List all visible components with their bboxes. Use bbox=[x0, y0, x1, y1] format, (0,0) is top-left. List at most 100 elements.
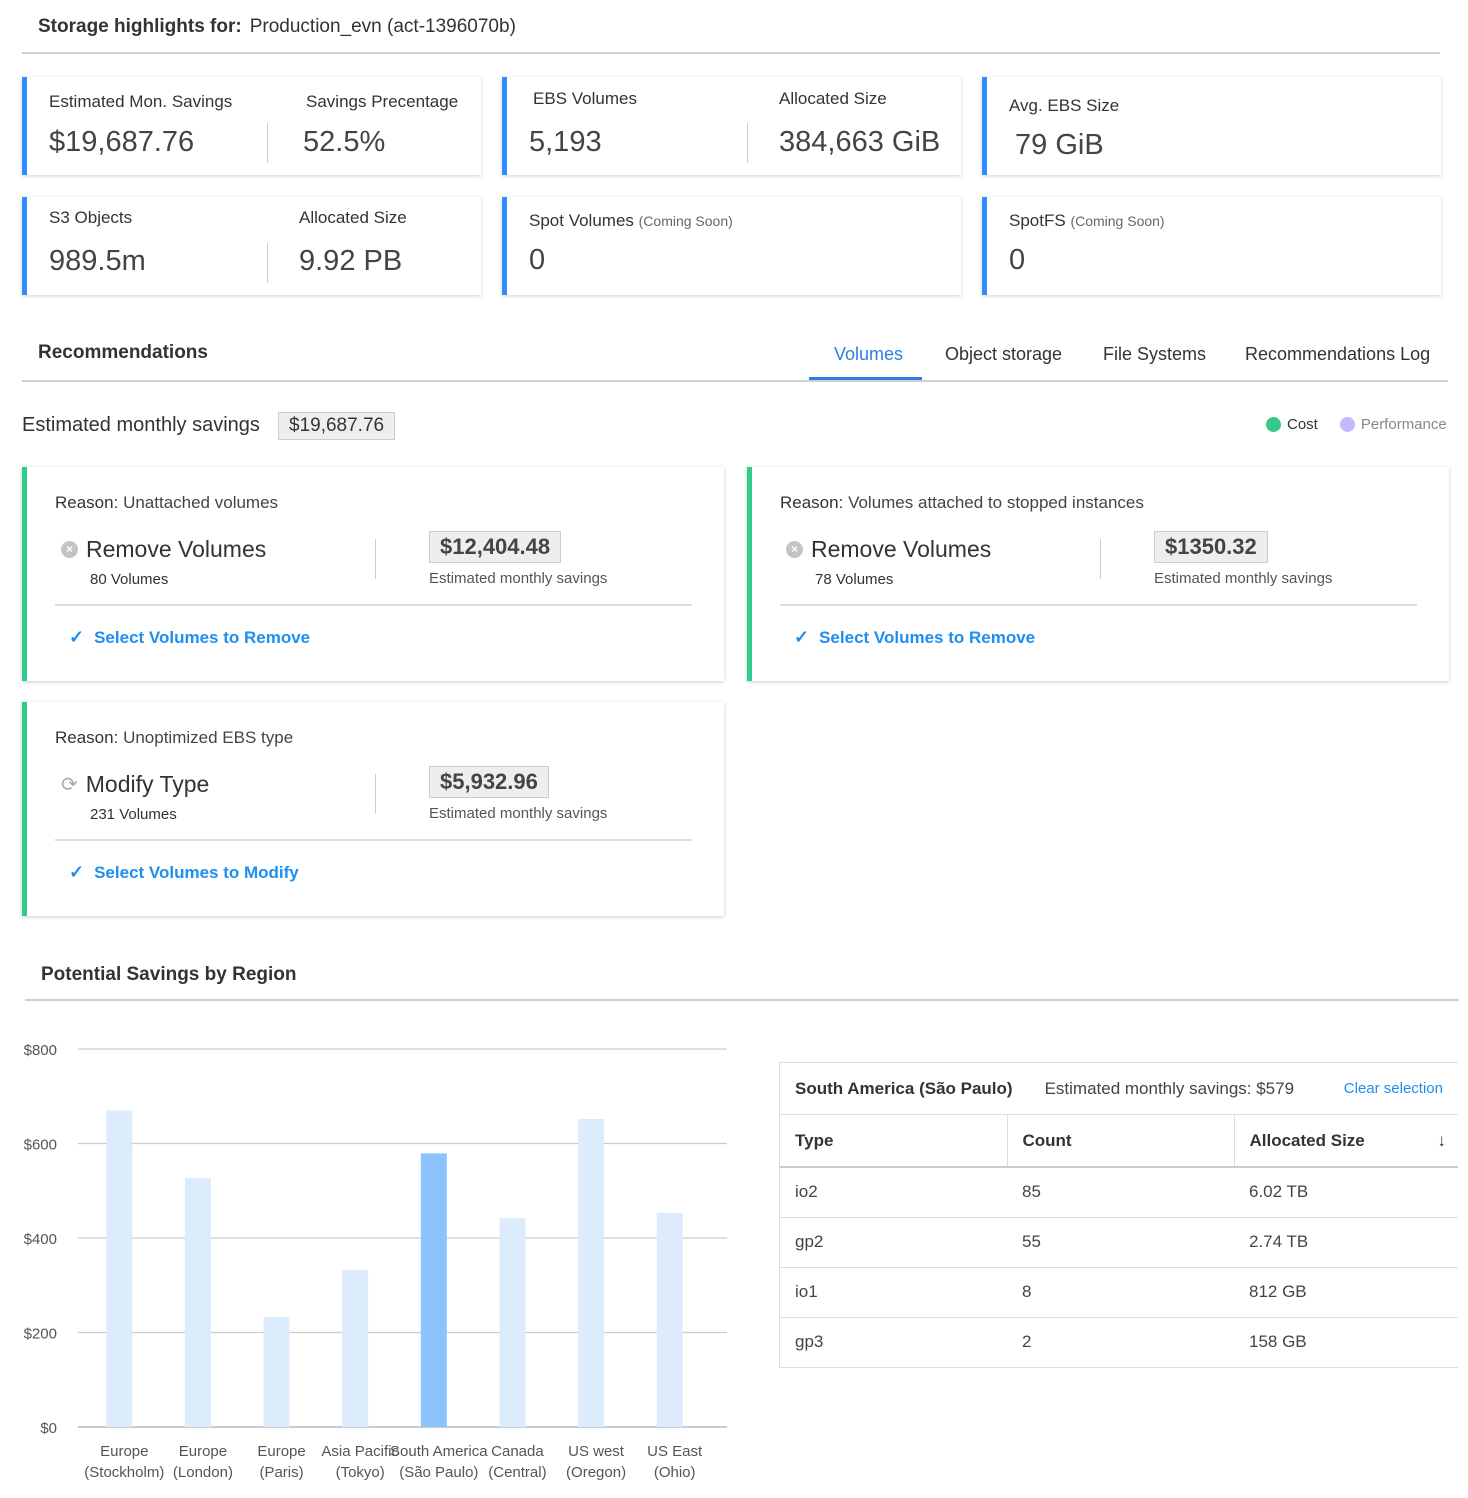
divider bbox=[780, 604, 1417, 606]
bar[interactable] bbox=[263, 1316, 290, 1427]
label: Allocated Size bbox=[779, 89, 887, 108]
divider bbox=[22, 52, 1440, 54]
select-volumes-link[interactable]: ✓ Select Volumes to Modify bbox=[69, 862, 299, 883]
savings-label: Estimated monthly savings bbox=[1154, 570, 1333, 587]
bar[interactable] bbox=[106, 1110, 133, 1427]
divider bbox=[22, 380, 1448, 382]
label: Estimated Mon. Savings bbox=[49, 92, 233, 111]
value: 5,193 bbox=[529, 126, 602, 158]
table-cell: 6.02 TB bbox=[1234, 1167, 1458, 1218]
header-label: Storage highlights for: bbox=[38, 16, 242, 37]
savings-card: Estimated Mon. Savings $19,687.76 Saving… bbox=[22, 77, 481, 175]
x-tick-label: Europe bbox=[257, 1443, 305, 1460]
x-tick-label: (London) bbox=[173, 1464, 233, 1481]
select-volumes-link[interactable]: ✓ Select Volumes to Remove bbox=[69, 627, 310, 648]
col-type[interactable]: Type bbox=[780, 1115, 1008, 1168]
divider bbox=[747, 123, 748, 163]
divider bbox=[55, 839, 692, 841]
table-cell: 812 GB bbox=[1234, 1267, 1458, 1318]
table-cell: 55 bbox=[1007, 1217, 1234, 1268]
est-savings-label: Estimated monthly savings bbox=[22, 414, 260, 436]
avg-ebs-card: Avg. EBS Size 79 GiB bbox=[982, 77, 1441, 175]
bar[interactable] bbox=[420, 1153, 447, 1427]
table-row[interactable]: io2 85 6.02 TB bbox=[780, 1167, 1458, 1218]
label: Savings Precentage bbox=[306, 92, 459, 111]
bar[interactable] bbox=[656, 1212, 683, 1427]
divider bbox=[55, 604, 692, 606]
label: SpotFS (Coming Soon) bbox=[1009, 211, 1165, 231]
value: 989.5m bbox=[49, 245, 146, 277]
recommendation-card: Reason: Unattached volumes × Remove Volum… bbox=[22, 467, 724, 681]
ebs-card: EBS Volumes 5,193 Allocated Size 384,663… bbox=[502, 77, 961, 175]
clear-selection-link[interactable]: Clear selection bbox=[1343, 1080, 1443, 1097]
link-label[interactable]: Select Volumes to Remove bbox=[94, 627, 311, 647]
x-tick-label: South America bbox=[390, 1443, 488, 1460]
close-circle-icon: × bbox=[61, 541, 78, 558]
coming-soon-note: (Coming Soon) bbox=[638, 213, 733, 229]
region-title: Potential Savings by Region bbox=[41, 964, 297, 985]
divider bbox=[267, 243, 268, 283]
legend-performance[interactable]: Performance bbox=[1360, 416, 1447, 433]
spotfs-card: SpotFS (Coming Soon) 0 bbox=[982, 197, 1441, 295]
bar[interactable] bbox=[184, 1177, 211, 1427]
action: ⟳ Modify Type bbox=[61, 771, 209, 798]
reason-text: Unoptimized EBS type bbox=[123, 728, 294, 747]
tab-object-storage[interactable]: Object storage bbox=[945, 344, 1063, 364]
table-cell: io2 bbox=[780, 1167, 1007, 1218]
legend: Cost Performance bbox=[1266, 416, 1447, 433]
check-icon: ✓ bbox=[69, 862, 85, 882]
label: Avg. EBS Size bbox=[1009, 96, 1120, 115]
refresh-icon: ⟳ bbox=[61, 774, 78, 796]
check-icon: ✓ bbox=[69, 627, 85, 647]
table-row[interactable]: gp3 2 158 GB bbox=[780, 1317, 1458, 1368]
value: 0 bbox=[529, 244, 546, 276]
bar[interactable] bbox=[342, 1270, 369, 1427]
bar[interactable] bbox=[499, 1218, 526, 1427]
x-tick-label: (São Paulo) bbox=[399, 1464, 478, 1481]
x-tick-label: (Oregon) bbox=[566, 1464, 626, 1481]
volume-count: 80 Volumes bbox=[90, 571, 169, 588]
action-label: Remove Volumes bbox=[86, 536, 267, 562]
legend-cost[interactable]: Cost bbox=[1287, 416, 1318, 433]
bar[interactable] bbox=[578, 1118, 605, 1427]
value: 79 GiB bbox=[1015, 129, 1104, 161]
coming-soon-note: (Coming Soon) bbox=[1070, 213, 1165, 229]
selected-savings: Estimated monthly savings: $579 bbox=[1044, 1078, 1295, 1098]
selected-region: South America (São Paulo) bbox=[795, 1078, 1013, 1098]
arrow-down-icon[interactable]: ↓ bbox=[1437, 1130, 1447, 1150]
s3-card: S3 Objects 989.5m Allocated Size 9.92 PB bbox=[22, 197, 481, 295]
table-row[interactable]: io1 8 812 GB bbox=[780, 1267, 1458, 1318]
tab-volumes[interactable]: Volumes bbox=[834, 344, 904, 364]
table-cell: 8 bbox=[1007, 1267, 1234, 1318]
recommendation-card: Reason: Unoptimized EBS type ⟳ Modify Typ… bbox=[22, 702, 724, 916]
x-tick-label: (Stockholm) bbox=[84, 1464, 164, 1481]
col-count[interactable]: Count bbox=[1007, 1115, 1235, 1168]
tab-recommendations-log[interactable]: Recommendations Log bbox=[1245, 344, 1431, 364]
divider bbox=[267, 123, 268, 163]
y-tick-label: $200 bbox=[24, 1326, 57, 1343]
panel-header: South America (São Paulo) Estimated mont… bbox=[780, 1063, 1458, 1115]
col-allocated-size[interactable]: Allocated Size ↓ bbox=[1234, 1115, 1458, 1168]
savings-label: Estimated monthly savings bbox=[429, 570, 608, 587]
reason: Reason: Unoptimized EBS type bbox=[55, 728, 293, 748]
label: S3 Objects bbox=[49, 208, 133, 227]
account-name: Production_evn (act-1396070b) bbox=[249, 16, 516, 37]
savings-label: Estimated monthly savings bbox=[429, 805, 608, 822]
table-row[interactable]: gp2 55 2.74 TB bbox=[780, 1217, 1458, 1268]
col-label: Allocated Size bbox=[1249, 1130, 1365, 1150]
link-label[interactable]: Select Volumes to Remove bbox=[819, 627, 1036, 647]
value: 0 bbox=[1009, 244, 1026, 276]
page-header: Storage highlights for: Production_evn (a… bbox=[38, 16, 516, 38]
divider bbox=[25, 999, 1459, 1001]
value: 9.92 PB bbox=[299, 245, 403, 277]
reason: Reason: Unattached volumes bbox=[55, 493, 278, 513]
value: 52.5% bbox=[303, 126, 386, 158]
volume-count: 78 Volumes bbox=[815, 571, 894, 588]
x-tick-label: Asia Pacific bbox=[321, 1443, 399, 1460]
link-label[interactable]: Select Volumes to Modify bbox=[94, 862, 299, 882]
reason-label: Reason: bbox=[55, 493, 119, 512]
x-tick-label: US west bbox=[568, 1443, 625, 1460]
x-tick-label: (Ohio) bbox=[654, 1464, 696, 1481]
select-volumes-link[interactable]: ✓ Select Volumes to Remove bbox=[794, 627, 1035, 648]
tab-file-systems[interactable]: File Systems bbox=[1103, 344, 1207, 364]
